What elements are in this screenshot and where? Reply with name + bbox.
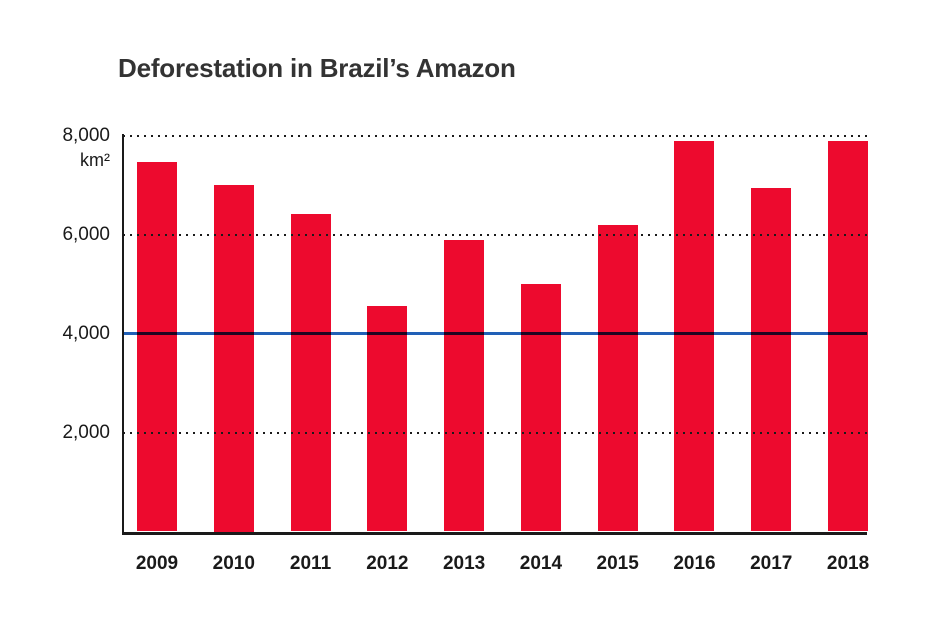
y-axis-line (121, 134, 124, 533)
x-tick-label-2014: 2014 (519, 553, 563, 574)
x-tick-label-2010: 2010 (212, 553, 255, 574)
gridline-6000 (123, 233, 867, 236)
x-tick-label-2016: 2016 (673, 553, 716, 574)
bar-2012 (367, 305, 408, 532)
bar-2009 (137, 162, 177, 532)
bar-2013 (444, 240, 485, 532)
bar-2011 (290, 214, 331, 532)
x-tick-label-2017: 2017 (750, 553, 793, 574)
x-tick-label-2015: 2015 (596, 553, 639, 574)
bar-2016 (674, 141, 715, 532)
x-tick-label-2012: 2012 (366, 553, 409, 574)
bar-2015 (597, 224, 638, 532)
y-tick-label-6000: 6,000 (62, 223, 110, 245)
x-axis-line (121, 531, 867, 535)
bar-2014 (520, 283, 561, 532)
bar-2010 (213, 185, 254, 532)
x-tick-label-2018: 2018 (826, 553, 870, 574)
gridline-8000 (123, 135, 867, 137)
y-tick-label-2000: 2,000 (62, 421, 110, 443)
x-tick-label-2011: 2011 (289, 553, 332, 574)
reference-line-4000 (123, 332, 867, 336)
bar-2017 (751, 188, 792, 532)
x-tick-label-2009: 2009 (135, 553, 179, 574)
y-tick-label-8000: 8,000 (62, 125, 110, 146)
y-axis-unit-label: km² (80, 150, 110, 170)
y-tick-label-4000: 4,000 (62, 322, 110, 344)
bar-2018 (828, 140, 869, 532)
x-tick-label-2013: 2013 (442, 553, 486, 574)
gridline-2000 (123, 431, 867, 434)
chart-title: Deforestation in Brazil’s Amazon (118, 53, 516, 83)
